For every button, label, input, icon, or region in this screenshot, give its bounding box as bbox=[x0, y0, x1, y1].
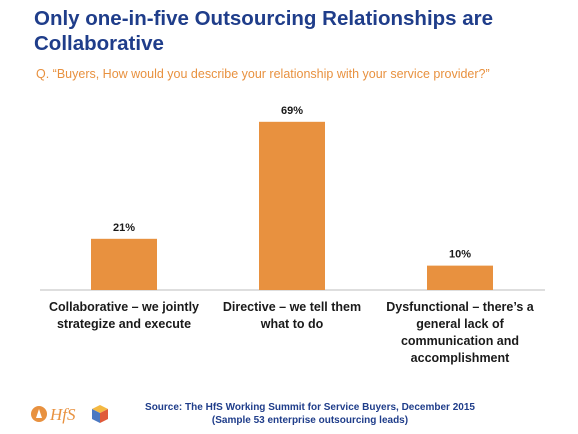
logo-cube-icon bbox=[92, 405, 108, 423]
category-label-2: Directive – we tell them what to do bbox=[207, 299, 377, 333]
data-label-1: 21% bbox=[113, 222, 135, 234]
category-label-line: general lack of bbox=[416, 317, 504, 331]
slide-title-line-1: Only one-in-five Outsourcing Relationshi… bbox=[34, 7, 494, 30]
survey-question: Q. “Buyers, How would you describe your … bbox=[36, 67, 490, 81]
hfs-logo-icon: HfS bbox=[31, 405, 108, 424]
category-label-line: Dysfunctional – there’s a bbox=[386, 300, 534, 314]
bar-1 bbox=[91, 238, 157, 290]
data-label-3: 10% bbox=[449, 249, 471, 261]
bar-3 bbox=[427, 265, 493, 290]
data-label-2: 69% bbox=[281, 105, 303, 117]
logo-text: HfS bbox=[49, 405, 76, 424]
logo-flame bbox=[36, 409, 42, 418]
category-label-line: strategize and execute bbox=[56, 317, 192, 331]
source-line-2: (Sample 53 enterprise outsourcing leads) bbox=[211, 415, 409, 426]
category-label-line: Collaborative – we jointly bbox=[48, 300, 200, 314]
category-label-line: what to do bbox=[260, 317, 324, 331]
category-label-line: Directive – we tell them bbox=[222, 300, 362, 314]
category-label-1: Collaborative – we jointly strategize and… bbox=[39, 299, 209, 333]
category-label-line: accomplishment bbox=[410, 351, 510, 365]
category-label-3: Dysfunctional – there’s a general lack of… bbox=[375, 299, 545, 367]
bar-2 bbox=[259, 121, 325, 290]
source-line-1: Source: The HfS Working Summit for Servi… bbox=[145, 402, 475, 413]
category-label-line: communication and bbox=[400, 334, 520, 348]
slide-title-line-2: Collaborative bbox=[34, 32, 164, 55]
hfs-logo: HfS bbox=[30, 402, 110, 426]
slide-title: Only one-in-five Outsourcing Relationshi… bbox=[34, 6, 554, 56]
source-note: Source: The HfS Working Summit for Servi… bbox=[120, 401, 500, 427]
